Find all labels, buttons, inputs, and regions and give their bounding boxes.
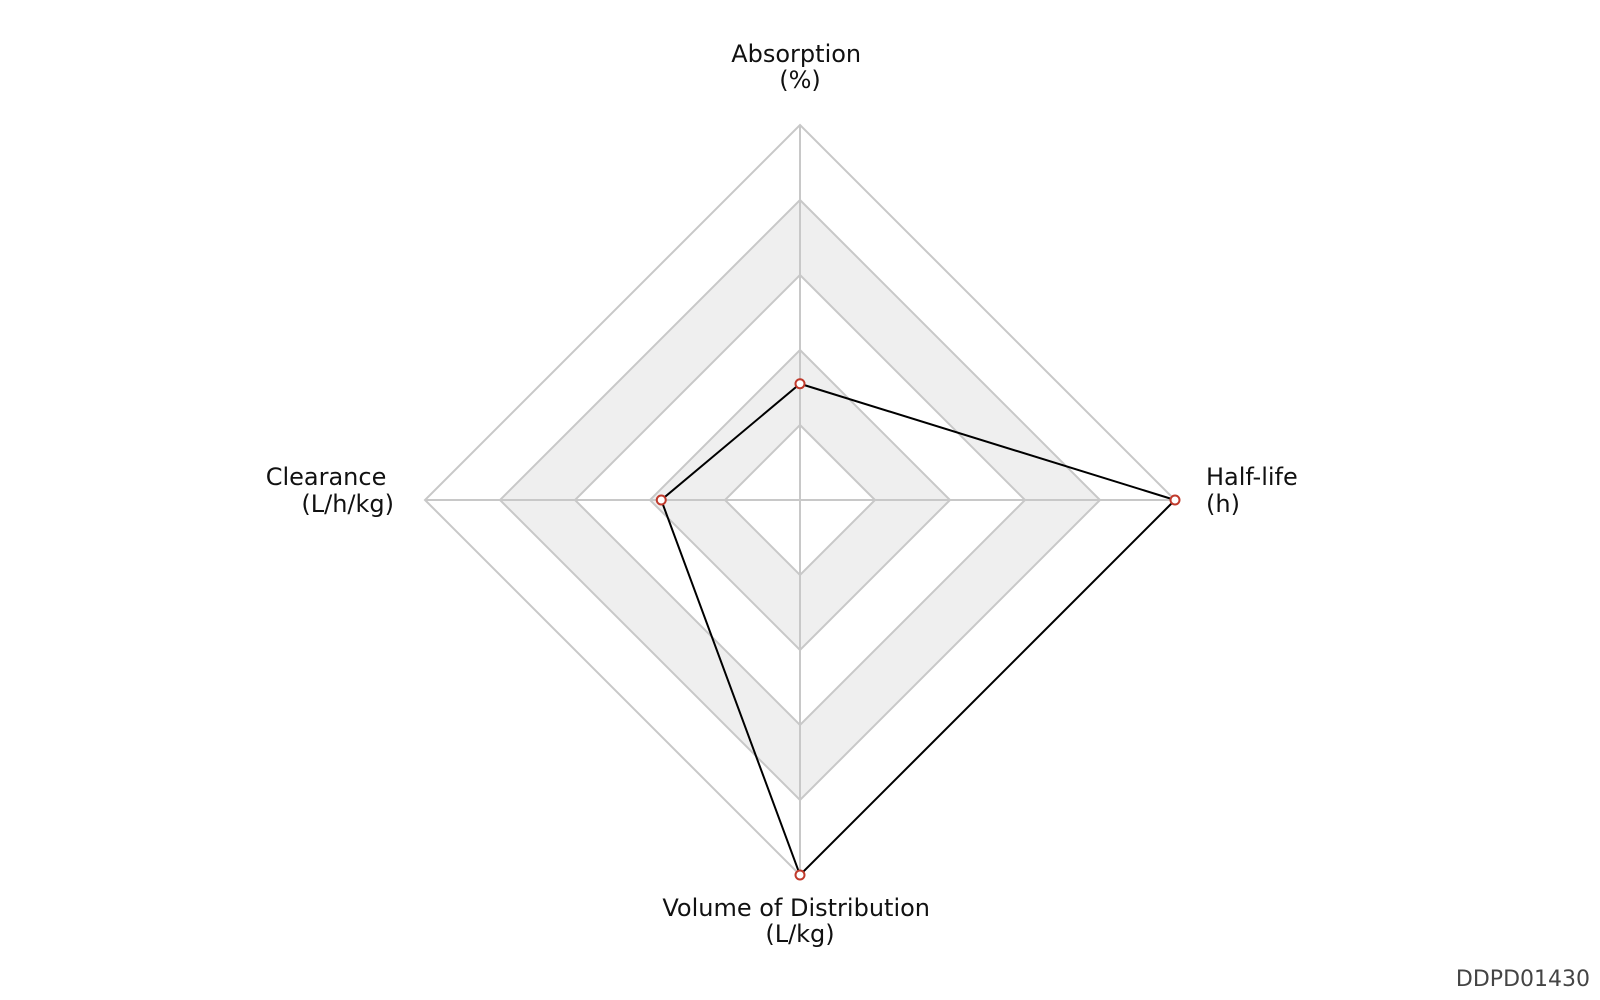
- axis-label-volume-of-distribution: Volume of Distribution (L/kg): [662, 894, 937, 948]
- radar-point-1: [1169, 494, 1181, 506]
- axis-name-clearance: Clearance: [266, 463, 387, 491]
- axis-label-absorption: Absorption (%): [731, 40, 869, 94]
- axis-unit-volume-of-distribution: (L/kg): [765, 920, 834, 948]
- radar-point-0: [794, 378, 806, 390]
- radar-point-2: [794, 869, 806, 881]
- radar-markers: [655, 378, 1181, 881]
- radar-point-3: [655, 494, 667, 506]
- axis-label-clearance: Clearance (L/h/kg): [266, 463, 394, 518]
- axis-name-volume-of-distribution: Volume of Distribution: [662, 894, 930, 922]
- radar-spokes: [425, 125, 1175, 875]
- axis-name-absorption: Absorption: [731, 40, 861, 68]
- axis-unit-half-life: (h): [1206, 490, 1240, 518]
- axis-unit-absorption: (%): [779, 66, 821, 94]
- figure-id: DDPD01430: [1455, 967, 1590, 992]
- axis-unit-clearance: (L/h/kg): [301, 490, 394, 518]
- axis-name-half-life: Half-life: [1206, 463, 1298, 491]
- axis-label-half-life: Half-life (h): [1206, 463, 1305, 518]
